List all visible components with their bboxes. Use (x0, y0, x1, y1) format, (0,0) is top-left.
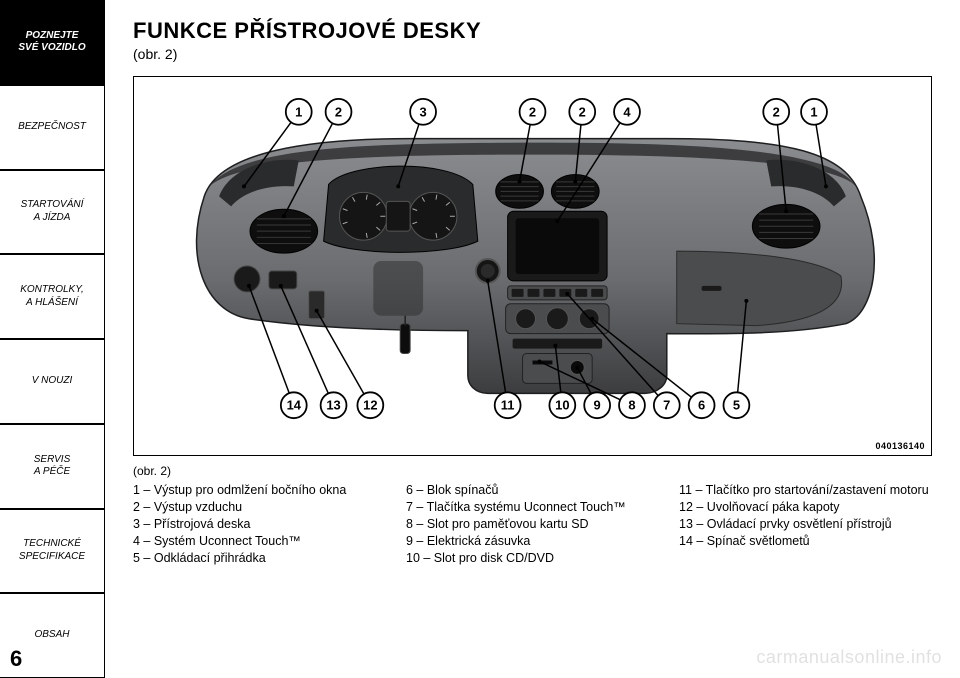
dashboard-svg: 12322421141312111098765 (134, 77, 931, 455)
tab-bezpecnost[interactable]: BEZPEČNOST (0, 85, 105, 170)
caption-line: 8 – Slot pro paměťovou kartu SD (406, 516, 659, 533)
tab-label: OBSAH (34, 629, 69, 642)
svg-text:2: 2 (529, 104, 536, 119)
svg-text:14: 14 (287, 398, 302, 413)
svg-text:11: 11 (501, 398, 515, 413)
caption-line: 10 – Slot pro disk CD/DVD (406, 550, 659, 567)
caption-line: 12 – Uvolňovací páka kapoty (679, 499, 932, 516)
tab-startovani[interactable]: STARTOVÁNÍ A JÍZDA (0, 170, 105, 255)
caption-label: (obr. 2) (133, 464, 932, 478)
page-number: 6 (10, 646, 22, 672)
caption-line: 4 – Systém Uconnect Touch™ (133, 533, 386, 550)
svg-text:10: 10 (555, 398, 569, 413)
tab-label: KONTROLKY, A HLÁŠENÍ (20, 284, 84, 309)
caption-col-3: 11 – Tlačítko pro startování/zastavení m… (679, 482, 932, 566)
svg-text:6: 6 (698, 398, 705, 413)
caption-line: 2 – Výstup vzduchu (133, 499, 386, 516)
caption-col-1: 1 – Výstup pro odmlžení bočního okna2 – … (133, 482, 386, 566)
svg-text:1: 1 (295, 104, 302, 119)
svg-text:2: 2 (773, 104, 780, 119)
sidebar-tabs: POZNEJTE SVÉ VOZIDLO BEZPEČNOST STARTOVÁ… (0, 0, 105, 678)
caption-line: 7 – Tlačítka systému Uconnect Touch™ (406, 499, 659, 516)
page: POZNEJTE SVÉ VOZIDLO BEZPEČNOST STARTOVÁ… (0, 0, 960, 678)
svg-text:3: 3 (419, 104, 426, 119)
tab-label: STARTOVÁNÍ A JÍZDA (21, 199, 84, 224)
svg-text:4: 4 (623, 104, 631, 119)
caption-line: 1 – Výstup pro odmlžení bočního okna (133, 482, 386, 499)
figure-id: 040136140 (875, 441, 925, 451)
svg-text:1: 1 (810, 104, 817, 119)
page-subtitle: (obr. 2) (133, 46, 932, 62)
svg-text:12: 12 (363, 398, 377, 413)
svg-text:8: 8 (628, 398, 635, 413)
dashboard-figure: 12322421141312111098765 040136140 (133, 76, 932, 456)
tab-technicke[interactable]: TECHNICKÉ SPECIFIKACE (0, 509, 105, 594)
caption-line: 14 – Spínač světlometů (679, 533, 932, 550)
caption-col-2: 6 – Blok spínačů7 – Tlačítka systému Uco… (406, 482, 659, 566)
svg-text:2: 2 (335, 104, 342, 119)
tab-poznejte[interactable]: POZNEJTE SVÉ VOZIDLO (0, 0, 105, 85)
caption-line: 5 – Odkládací přihrádka (133, 550, 386, 567)
tab-vnouzi[interactable]: V NOUZI (0, 339, 105, 424)
tab-kontrolky[interactable]: KONTROLKY, A HLÁŠENÍ (0, 254, 105, 339)
page-title: FUNKCE PŘÍSTROJOVÉ DESKY (133, 18, 932, 44)
tab-label: V NOUZI (32, 375, 73, 388)
caption-line: 13 – Ovládací prvky osvětlení přístrojů (679, 516, 932, 533)
caption-line: 3 – Přístrojová deska (133, 516, 386, 533)
svg-text:13: 13 (326, 398, 340, 413)
svg-text:2: 2 (579, 104, 586, 119)
main-content: FUNKCE PŘÍSTROJOVÉ DESKY (obr. 2) 123224… (105, 0, 960, 678)
caption-line: 9 – Elektrická zásuvka (406, 533, 659, 550)
tab-label: BEZPEČNOST (18, 121, 86, 134)
svg-text:5: 5 (733, 398, 740, 413)
tab-servis[interactable]: SERVIS A PÉČE (0, 424, 105, 509)
caption-line: 6 – Blok spínačů (406, 482, 659, 499)
tab-label: POZNEJTE SVÉ VOZIDLO (18, 30, 85, 55)
tab-label: SERVIS A PÉČE (34, 454, 71, 479)
svg-text:7: 7 (663, 398, 670, 413)
caption-line: 11 – Tlačítko pro startování/zastavení m… (679, 482, 932, 499)
tab-label: TECHNICKÉ SPECIFIKACE (19, 538, 85, 563)
caption-columns: 1 – Výstup pro odmlžení bočního okna2 – … (133, 482, 932, 566)
svg-text:9: 9 (594, 398, 601, 413)
